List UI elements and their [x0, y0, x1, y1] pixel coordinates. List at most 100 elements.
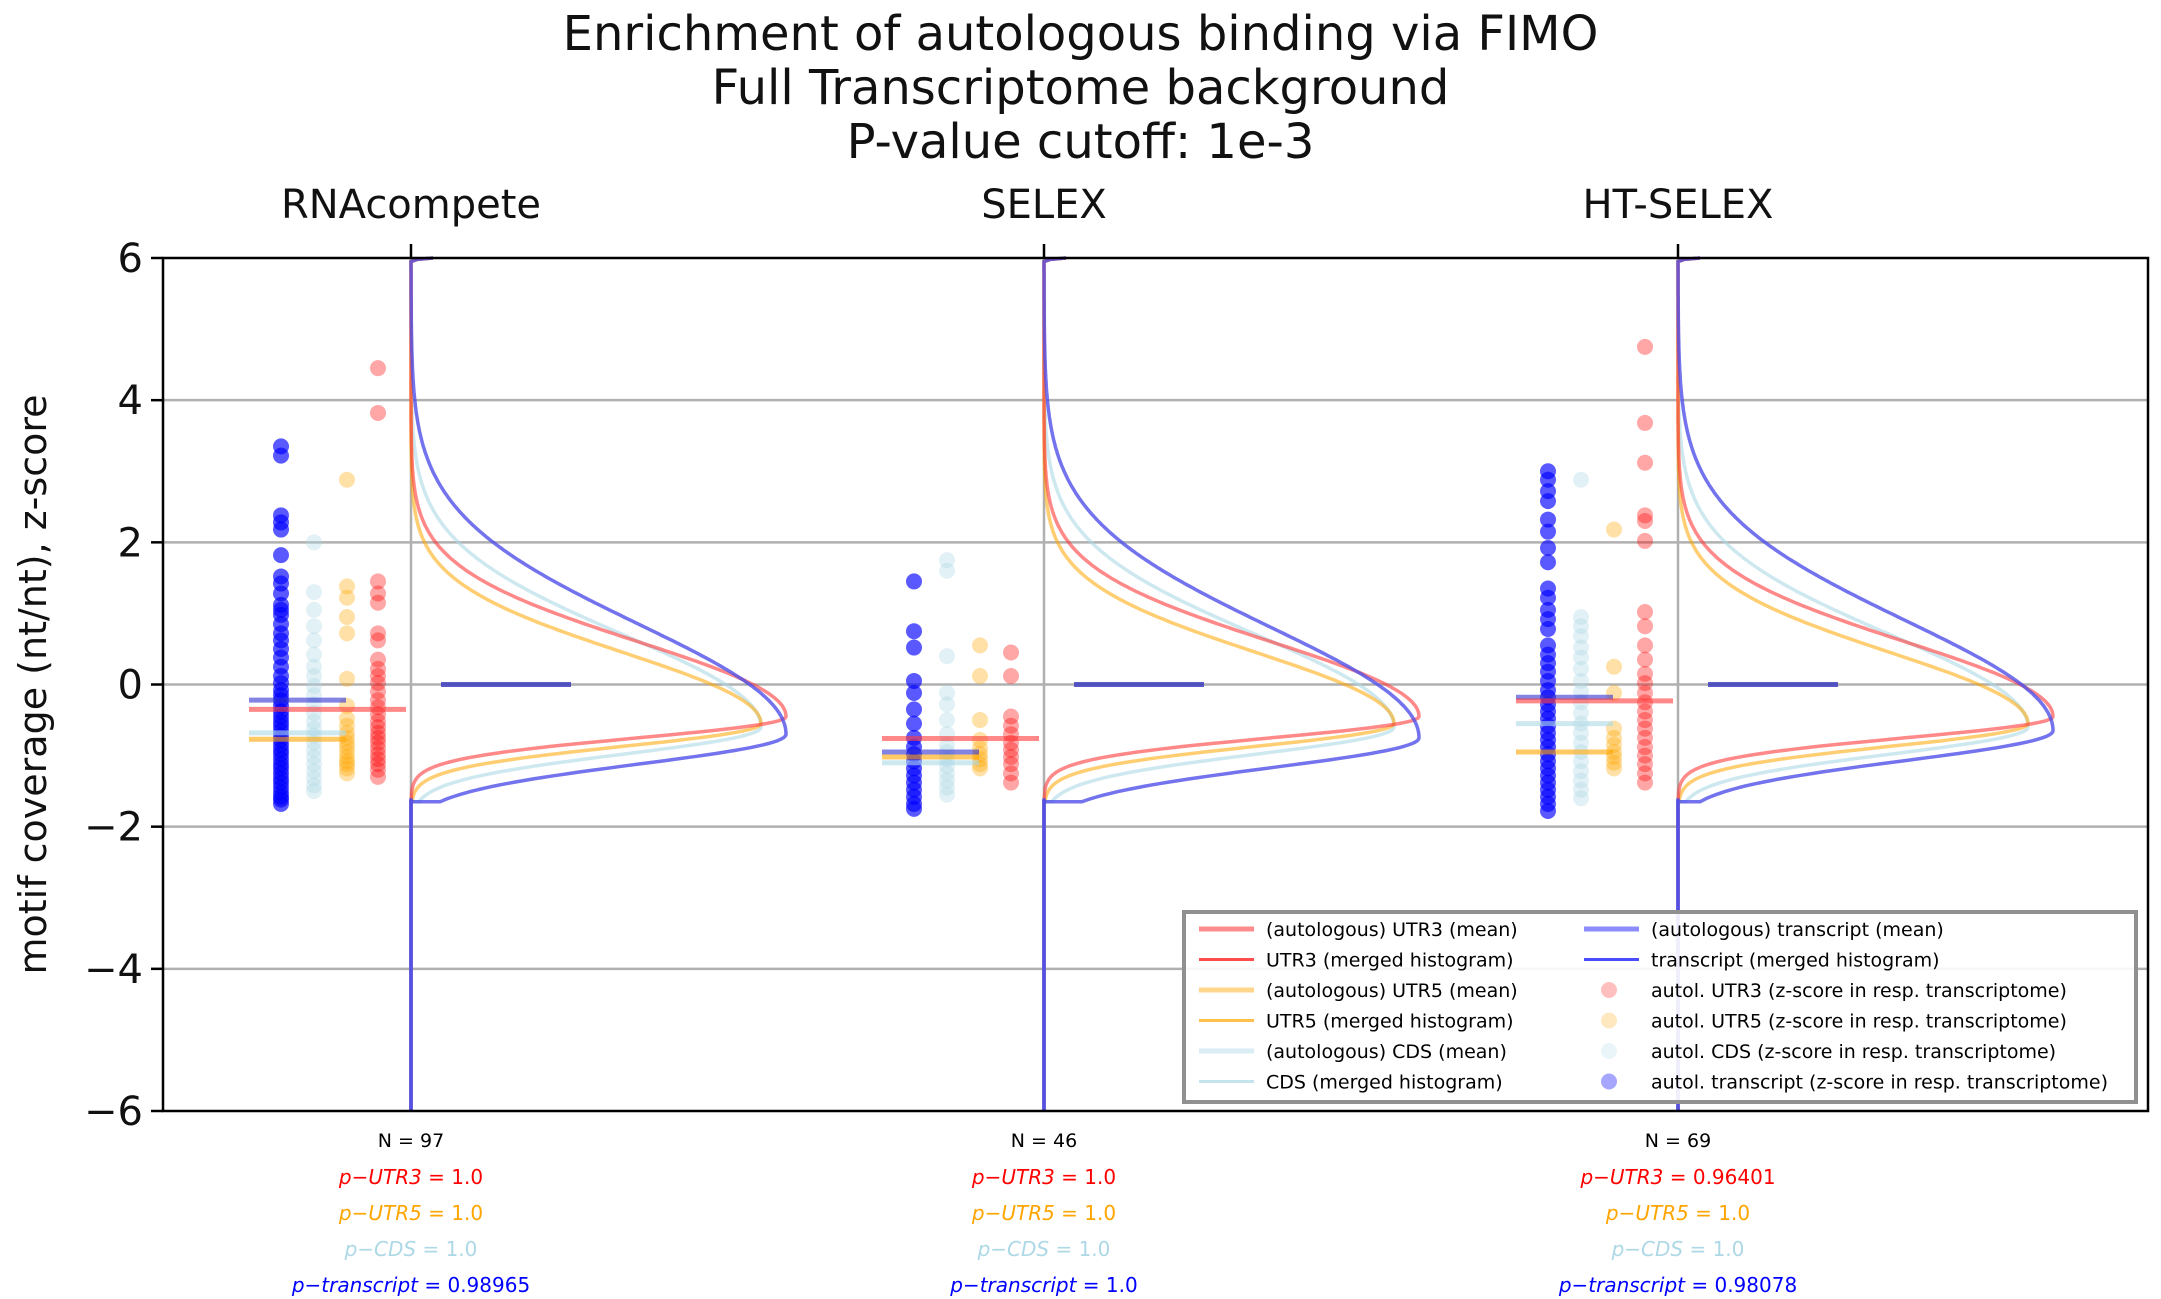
legend-label: (autologous) transcript (mean)	[1651, 919, 1944, 941]
dot-cds	[939, 772, 955, 789]
p-value-transcript: p−transcript = 1.0	[949, 1273, 1137, 1297]
p-value-cds: p−CDS = 1.0	[344, 1237, 478, 1261]
dot-utr3	[1637, 675, 1653, 692]
dot-transcript	[1540, 589, 1556, 606]
dot-transcript	[1540, 803, 1556, 820]
dot-utr5	[972, 712, 988, 729]
dot-cds	[939, 685, 955, 702]
dot-utr5	[339, 765, 355, 782]
dot-utr3	[1637, 665, 1653, 682]
dot-cds	[1573, 628, 1589, 645]
dot-cds	[1573, 639, 1589, 656]
dot-utr3	[1637, 765, 1653, 782]
p-value-utr5: p−UTR5 = 1.0	[971, 1201, 1116, 1225]
dot-utr3	[370, 683, 386, 700]
dot-cds	[939, 696, 955, 713]
panel-title: HT-SELEX	[1583, 182, 1774, 228]
p-value-label: p−UTR3	[338, 1165, 422, 1189]
dot-transcript	[273, 795, 289, 812]
dot-utr3	[1003, 667, 1019, 684]
dot-cds	[306, 618, 322, 635]
legend-label: UTR5 (merged histogram)	[1266, 1011, 1514, 1033]
dot-utr3	[1637, 729, 1653, 746]
dot-transcript	[906, 573, 922, 590]
dot-utr5	[339, 744, 355, 761]
dot-utr5	[1606, 736, 1622, 753]
dot-cds	[1573, 471, 1589, 488]
histogram-group	[409, 256, 788, 1111]
n-label: N = 46	[1011, 1130, 1077, 1152]
dot-utr5	[339, 578, 355, 595]
p-value-utr5: p−UTR5 = 1.0	[338, 1201, 483, 1225]
scatter-group	[882, 552, 1039, 817]
dot-utr5	[339, 739, 355, 756]
dot-utr3	[370, 594, 386, 611]
dot-utr3	[1637, 414, 1653, 431]
dot-utr3	[370, 404, 386, 421]
dot-utr3	[1637, 712, 1653, 729]
n-label: N = 69	[1645, 1130, 1711, 1152]
dot-utr3	[370, 746, 386, 763]
dot-utr3	[1637, 513, 1653, 530]
p-value-label: p−CDS	[1611, 1237, 1684, 1261]
dot-cds	[1573, 753, 1589, 770]
legend-label: autol. CDS (z-score in resp. transcripto…	[1651, 1041, 2056, 1063]
dot-utr3	[370, 751, 386, 768]
dot-utr3	[370, 713, 386, 730]
dot-utr3	[1637, 774, 1653, 791]
p-value-label: p−transcript	[949, 1273, 1077, 1297]
dot-utr3	[1003, 756, 1019, 773]
dot-cds	[1573, 724, 1589, 741]
dot-utr5	[339, 608, 355, 625]
dot-transcript	[1540, 523, 1556, 540]
chart-title-line-3: P-value cutoff: 1e-3	[846, 114, 1315, 170]
histogram-group	[1042, 256, 1421, 1111]
dot-cds	[1573, 672, 1589, 689]
dot-utr5	[339, 471, 355, 488]
dot-utr3	[370, 692, 386, 709]
panel-title: SELEX	[981, 182, 1107, 228]
dot-utr3	[1003, 741, 1019, 758]
legend-label: autol. UTR3 (z-score in resp. transcript…	[1651, 980, 2067, 1002]
legend-label: autol. UTR5 (z-score in resp. transcript…	[1651, 1011, 2067, 1033]
p-value-label: p−transcript	[1558, 1273, 1686, 1297]
legend-box	[1182, 910, 2138, 1104]
dot-cds	[306, 646, 322, 663]
dot-transcript	[906, 701, 922, 718]
p-value-utr3: p−UTR3 = 1.0	[971, 1165, 1116, 1189]
dot-utr3	[370, 756, 386, 773]
p-value-utr3: p−UTR3 = 0.96401	[1579, 1165, 1775, 1189]
panel-title: RNAcompete	[281, 182, 541, 228]
dot-utr5	[1606, 744, 1622, 761]
p-value-label: p−CDS	[344, 1237, 417, 1261]
dot-cds	[306, 756, 322, 773]
dot-utr3	[1637, 720, 1653, 737]
dot-utr3	[370, 632, 386, 649]
dot-utr3	[370, 724, 386, 741]
dot-utr5	[339, 710, 355, 727]
dot-utr3	[370, 360, 386, 377]
dot-utr5	[339, 753, 355, 770]
p-value-label: p−UTR3	[971, 1165, 1055, 1189]
p-value-utr5: p−UTR5 = 1.0	[1605, 1201, 1750, 1225]
p-value-label: p−transcript	[291, 1273, 419, 1297]
dot-cds	[1573, 763, 1589, 780]
y-tick-label: −4	[84, 947, 143, 993]
dot-utr3	[370, 761, 386, 778]
dot-transcript	[273, 447, 289, 464]
dot-transcript	[1540, 471, 1556, 488]
dot-transcript	[906, 715, 922, 732]
dot-utr5	[339, 756, 355, 773]
dot-utr3	[370, 719, 386, 736]
dot-cds	[306, 749, 322, 766]
scatter-group	[249, 360, 406, 812]
dot-cds	[1573, 790, 1589, 807]
dot-cds	[1573, 649, 1589, 666]
dot-utr3	[370, 585, 386, 602]
dot-utr3	[1637, 651, 1653, 668]
histogram-transcript	[1042, 256, 1421, 1111]
dot-cds	[306, 632, 322, 649]
dot-cds	[306, 783, 322, 800]
dot-utr5	[1606, 760, 1622, 777]
